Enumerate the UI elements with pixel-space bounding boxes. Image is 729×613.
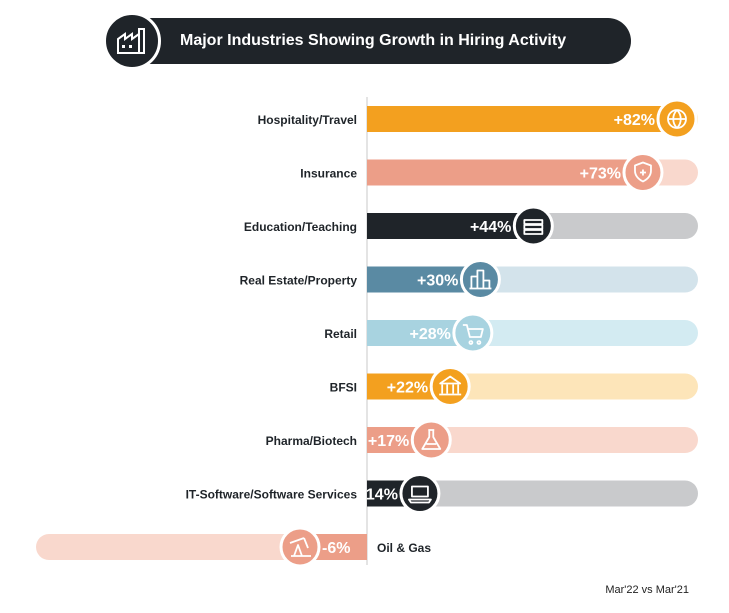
- bar: [367, 106, 677, 132]
- value-label: +44%: [470, 219, 511, 236]
- category-label: Pharma/Biotech: [266, 434, 357, 448]
- bar-row: +17% Pharma/Biotech: [266, 419, 698, 461]
- bar-row: +73% Insurance: [300, 152, 698, 193]
- category-label: Real Estate/Property: [240, 274, 358, 288]
- factory-icon: [117, 28, 145, 54]
- bank-icon: [439, 375, 462, 396]
- value-label: +17%: [368, 433, 409, 450]
- icon-circle: [512, 205, 554, 247]
- value-label: +28%: [409, 326, 450, 343]
- laptop-icon: [408, 485, 432, 504]
- value-label: -6%: [322, 540, 350, 557]
- footnote: Mar'22 vs Mar'21: [605, 584, 689, 596]
- bar-row: +82% Hospitality/Travel: [258, 98, 698, 140]
- icon-circle: [399, 473, 441, 514]
- cart-icon: [462, 324, 484, 345]
- bar-row: +14%IT-Software/Software Services: [186, 473, 698, 514]
- value-label: +14%: [357, 487, 398, 504]
- value-label: +22%: [387, 380, 428, 397]
- bar-row: +44% Education/Teaching: [244, 205, 698, 247]
- books-icon: [523, 219, 544, 235]
- category-label: Education/Teaching: [244, 220, 357, 234]
- value-label: +30%: [417, 273, 458, 290]
- icon-circle: [279, 526, 321, 568]
- oil-pump-icon: [289, 537, 311, 557]
- buildings-icon: [469, 269, 492, 290]
- title-banner: [113, 18, 631, 64]
- bar-row: -6% Oil & Gas: [36, 526, 431, 568]
- bar-row: +28% Retail: [324, 312, 698, 354]
- category-label: Retail: [324, 327, 357, 341]
- title-icon-badge: [103, 12, 161, 70]
- category-label: Oil & Gas: [377, 541, 431, 555]
- value-label: +73%: [580, 166, 621, 183]
- icon-circle: [410, 419, 452, 461]
- bar: [367, 213, 534, 239]
- icon-circle: [459, 259, 501, 300]
- flask-icon: [421, 429, 442, 450]
- icon-circle: [452, 312, 494, 354]
- globe-plane-icon: [667, 109, 687, 129]
- bar-row: +22% BFSI: [330, 366, 698, 407]
- category-label: Insurance: [300, 167, 357, 181]
- category-label: IT-Software/Software Services: [186, 488, 358, 502]
- icon-circle: [429, 366, 471, 407]
- category-label: Hospitality/Travel: [258, 113, 357, 127]
- category-label: BFSI: [330, 381, 357, 395]
- bar: [367, 159, 643, 186]
- shield-heart-icon: [634, 161, 652, 183]
- chart-title: Major Industries Showing Growth in Hirin…: [180, 32, 567, 49]
- bar-track: [367, 480, 698, 507]
- bar-row: +30% Real Estate/Property: [240, 259, 698, 300]
- value-label: +82%: [614, 112, 655, 129]
